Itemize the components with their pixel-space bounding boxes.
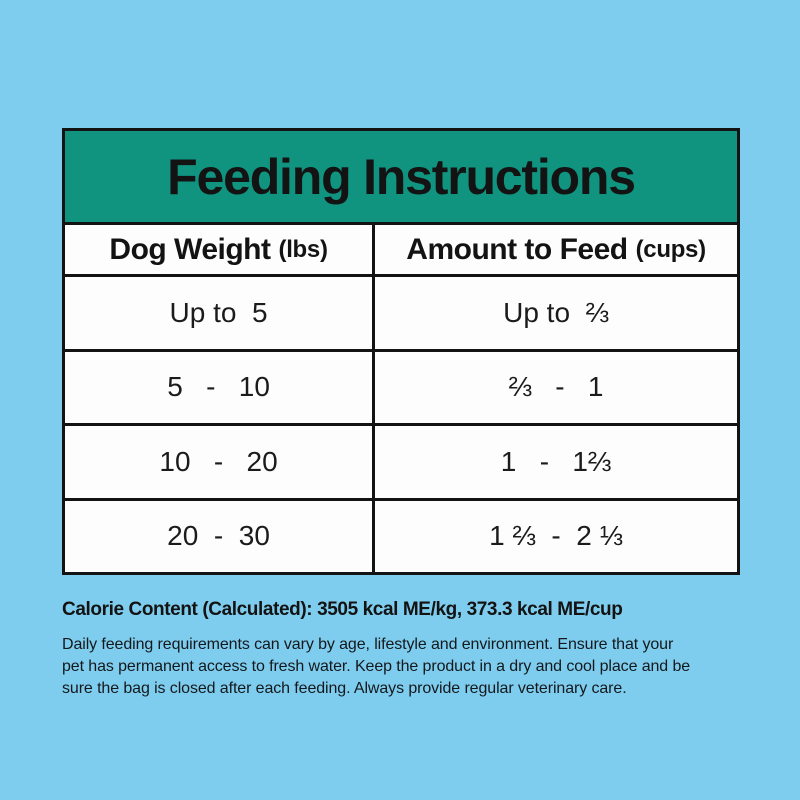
weight-cell: 20 - 30: [65, 500, 373, 572]
table-row: Up to 5 Up to ⅔: [65, 274, 737, 349]
feeding-note: Daily feeding requirements can vary by a…: [62, 634, 762, 700]
amount-value: ⅔ - 1: [508, 371, 604, 403]
amount-cell: Up to ⅔: [372, 277, 737, 349]
column-label: Amount to Feed: [406, 232, 628, 266]
amount-value: 1 ⅔ - 2 ⅓: [489, 520, 623, 552]
amount-cell: 1 ⅔ - 2 ⅓: [372, 500, 737, 572]
column-label: Dog Weight: [109, 232, 271, 266]
table-row: 5 - 10 ⅔ - 1: [65, 348, 737, 423]
weight-cell: 10 - 20: [65, 426, 373, 498]
table-title-band: Feeding Instructions: [65, 131, 737, 222]
table-title: Feeding Instructions: [167, 148, 636, 205]
amount-value: Up to ⅔: [503, 296, 609, 328]
calorie-content-line: Calorie Content (Calculated): 3505 kcal …: [62, 599, 623, 620]
table-row: 20 - 30 1 ⅔ - 2 ⅓: [65, 497, 737, 572]
feeding-note-line: pet has permanent access to fresh water.…: [62, 658, 691, 675]
weight-cell: 5 - 10: [65, 351, 373, 423]
table-row: 10 - 20 1 - 1⅔: [65, 423, 737, 498]
weight-value: 5 - 10: [167, 371, 270, 403]
feeding-note-line: Daily feeding requirements can vary by a…: [62, 636, 674, 653]
weight-value: Up to 5: [169, 296, 268, 328]
weight-value: 10 - 20: [159, 445, 278, 477]
column-unit: (cups): [635, 235, 707, 263]
weight-cell: Up to 5: [65, 277, 373, 349]
feeding-instructions-table: Feeding Instructions Dog Weight (lbs) Am…: [62, 128, 740, 575]
column-unit: (lbs): [278, 235, 328, 263]
weight-value: 20 - 30: [167, 520, 270, 552]
column-header-dog-weight: Dog Weight (lbs): [65, 225, 373, 274]
amount-cell: 1 - 1⅔: [372, 426, 737, 498]
feeding-note-line: sure the bag is closed after each feedin…: [62, 680, 627, 697]
amount-value: 1 - 1⅔: [500, 445, 612, 477]
amount-cell: ⅔ - 1: [372, 351, 737, 423]
column-header-amount-to-feed: Amount to Feed (cups): [372, 225, 737, 274]
column-header-row: Dog Weight (lbs) Amount to Feed (cups): [65, 222, 737, 274]
